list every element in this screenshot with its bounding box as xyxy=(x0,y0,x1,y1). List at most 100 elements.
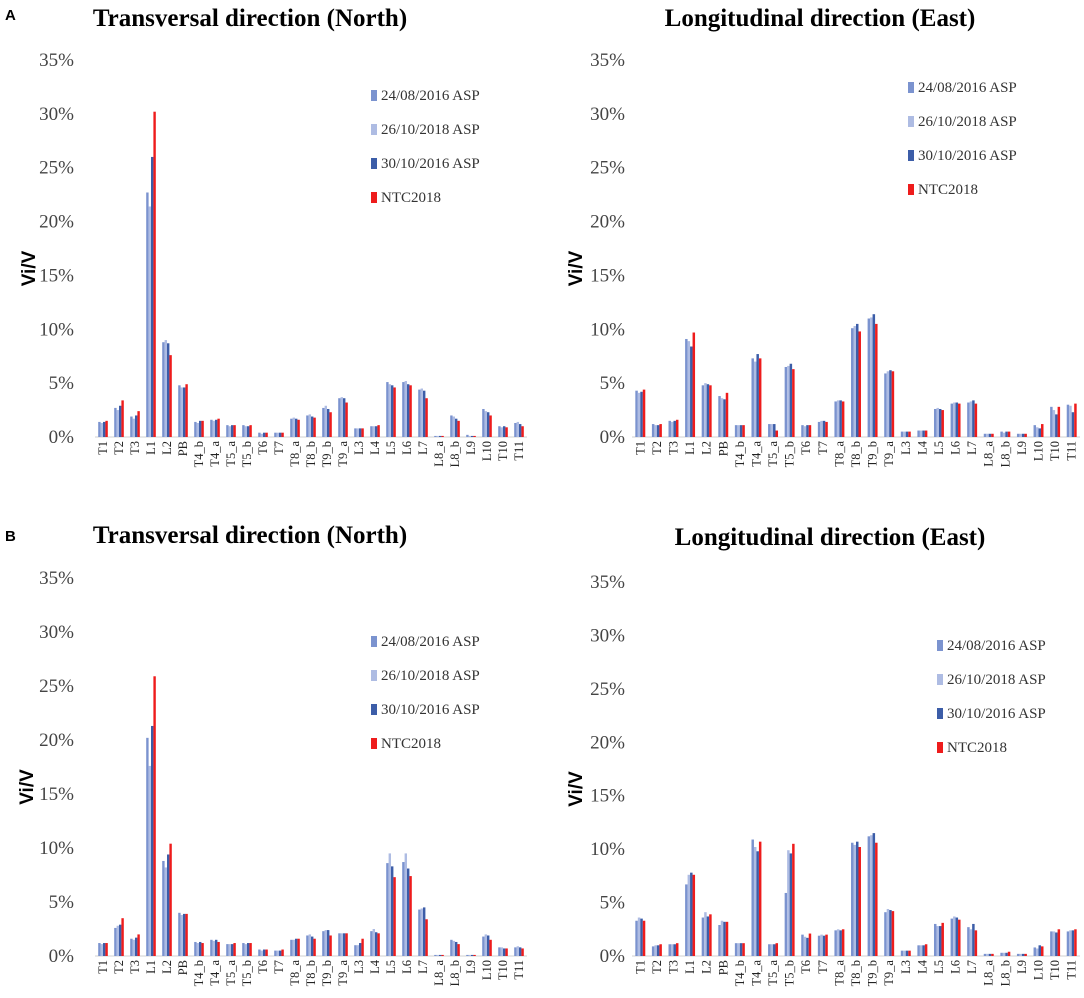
bar xyxy=(308,414,311,437)
bar xyxy=(231,425,234,437)
bar xyxy=(801,934,804,956)
bar xyxy=(482,408,485,437)
x-tick-label: T1 xyxy=(96,960,110,974)
bar xyxy=(361,428,364,437)
bar xyxy=(936,926,939,956)
bar xyxy=(787,365,790,437)
bar xyxy=(834,930,837,956)
bar xyxy=(146,192,149,437)
bar xyxy=(803,936,807,956)
y-tick-label: 30% xyxy=(39,104,74,125)
chart-title: Longitudinal direction (East) xyxy=(675,524,986,551)
bar xyxy=(825,421,828,437)
bar xyxy=(322,407,325,437)
bar xyxy=(753,361,757,437)
y-tick-label: 25% xyxy=(39,676,74,697)
x-tick-label: T8_a xyxy=(832,960,846,986)
bar xyxy=(327,408,330,437)
bar xyxy=(260,950,263,956)
bar xyxy=(434,954,437,956)
x-tick-label: PB xyxy=(716,960,730,975)
chart-title: Longitudinal direction (East) xyxy=(665,5,976,32)
charts-group: Transversal direction (North) Vi/V 0% 5% 10%… xyxy=(17,5,1080,986)
bar xyxy=(295,418,298,437)
bar xyxy=(519,424,522,437)
x-tick-label: T5_a xyxy=(224,960,238,986)
x-tick-label: T4_a xyxy=(749,960,763,986)
x-tick-label: L6 xyxy=(400,960,414,974)
bar xyxy=(167,343,170,437)
x-tick-label: T10 xyxy=(1048,441,1062,461)
x-tick-label: L4 xyxy=(915,440,929,455)
bar xyxy=(1016,433,1020,437)
bar xyxy=(407,868,410,956)
bar xyxy=(372,426,375,437)
x-tick-label: T4_b xyxy=(192,960,206,986)
bar xyxy=(434,435,437,437)
bar xyxy=(441,435,444,437)
bar xyxy=(146,737,149,956)
y-tick-label: 15% xyxy=(39,784,74,805)
bar xyxy=(436,954,439,956)
bar xyxy=(423,907,426,956)
bar xyxy=(1024,953,1027,956)
legend-entry: 26/10/2018 ASP xyxy=(381,668,480,684)
bar xyxy=(1019,433,1022,437)
bar xyxy=(851,842,854,956)
bar xyxy=(324,930,327,956)
bar xyxy=(500,427,503,437)
bar xyxy=(936,407,939,437)
bar xyxy=(105,420,108,437)
bar xyxy=(233,425,236,437)
legend-entry: 24/08/2016 ASP xyxy=(381,88,480,104)
bar xyxy=(121,400,124,437)
bar xyxy=(1019,953,1022,956)
bar xyxy=(249,943,252,956)
y-tick-label: 35% xyxy=(590,572,625,593)
x-tick-label: L10 xyxy=(480,441,494,461)
bar xyxy=(1036,427,1039,437)
bar xyxy=(690,346,693,437)
legend-swatch xyxy=(908,116,914,127)
legend-swatch xyxy=(371,192,377,203)
x-tick-label: L7 xyxy=(965,960,979,974)
bar xyxy=(820,934,823,956)
bar xyxy=(162,860,165,956)
x-tick-label: T2 xyxy=(650,441,664,455)
bar xyxy=(886,371,890,437)
x-tick-label: L6 xyxy=(949,960,963,974)
bar xyxy=(1016,953,1020,956)
bar xyxy=(784,892,788,956)
x-tick-label: T7 xyxy=(272,960,286,974)
x-tick-label: T3 xyxy=(128,960,142,974)
legend: 24/08/2016 ASP 26/10/2018 ASP 30/10/2016 A… xyxy=(937,638,1046,756)
bar xyxy=(226,425,229,437)
bar xyxy=(514,423,517,437)
bar xyxy=(673,944,676,956)
bar xyxy=(1057,929,1061,956)
x-tick-label: T5_b xyxy=(240,960,254,986)
bar xyxy=(199,941,202,956)
bar xyxy=(471,435,474,437)
series-4 xyxy=(105,676,524,956)
bar xyxy=(1002,432,1006,437)
bar xyxy=(739,943,743,956)
x-tick-label: T5_a xyxy=(766,441,780,467)
y-axis-label: Vi/V xyxy=(19,250,40,286)
bar xyxy=(867,836,871,956)
y-tick-label: 10% xyxy=(590,839,625,860)
y-tick-label: 0% xyxy=(49,946,75,967)
bar xyxy=(917,945,920,956)
bar xyxy=(801,425,804,437)
bar xyxy=(670,944,674,956)
bar xyxy=(908,950,911,956)
bar xyxy=(640,918,643,956)
bar xyxy=(775,430,779,437)
series-4 xyxy=(642,323,1077,437)
bar xyxy=(851,328,854,437)
bar xyxy=(153,111,156,437)
bar xyxy=(356,428,359,437)
y-tick-label: 5% xyxy=(49,892,75,913)
bar xyxy=(687,874,691,956)
x-tick-label: L3 xyxy=(899,960,913,974)
